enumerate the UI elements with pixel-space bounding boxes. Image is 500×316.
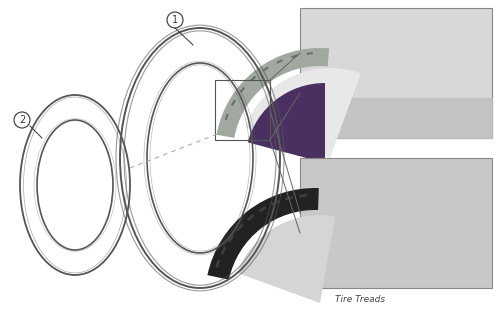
Wedge shape	[246, 68, 361, 158]
Text: 2: 2	[19, 115, 25, 125]
Wedge shape	[208, 188, 319, 280]
Bar	[300, 8, 492, 138]
Wedge shape	[248, 83, 325, 163]
Text: Tire Treads: Tire Treads	[335, 295, 385, 305]
Wedge shape	[238, 215, 336, 303]
Bar	[215, 80, 270, 140]
Wedge shape	[216, 48, 329, 138]
Bar	[300, 158, 492, 288]
Text: 1: 1	[172, 15, 178, 25]
